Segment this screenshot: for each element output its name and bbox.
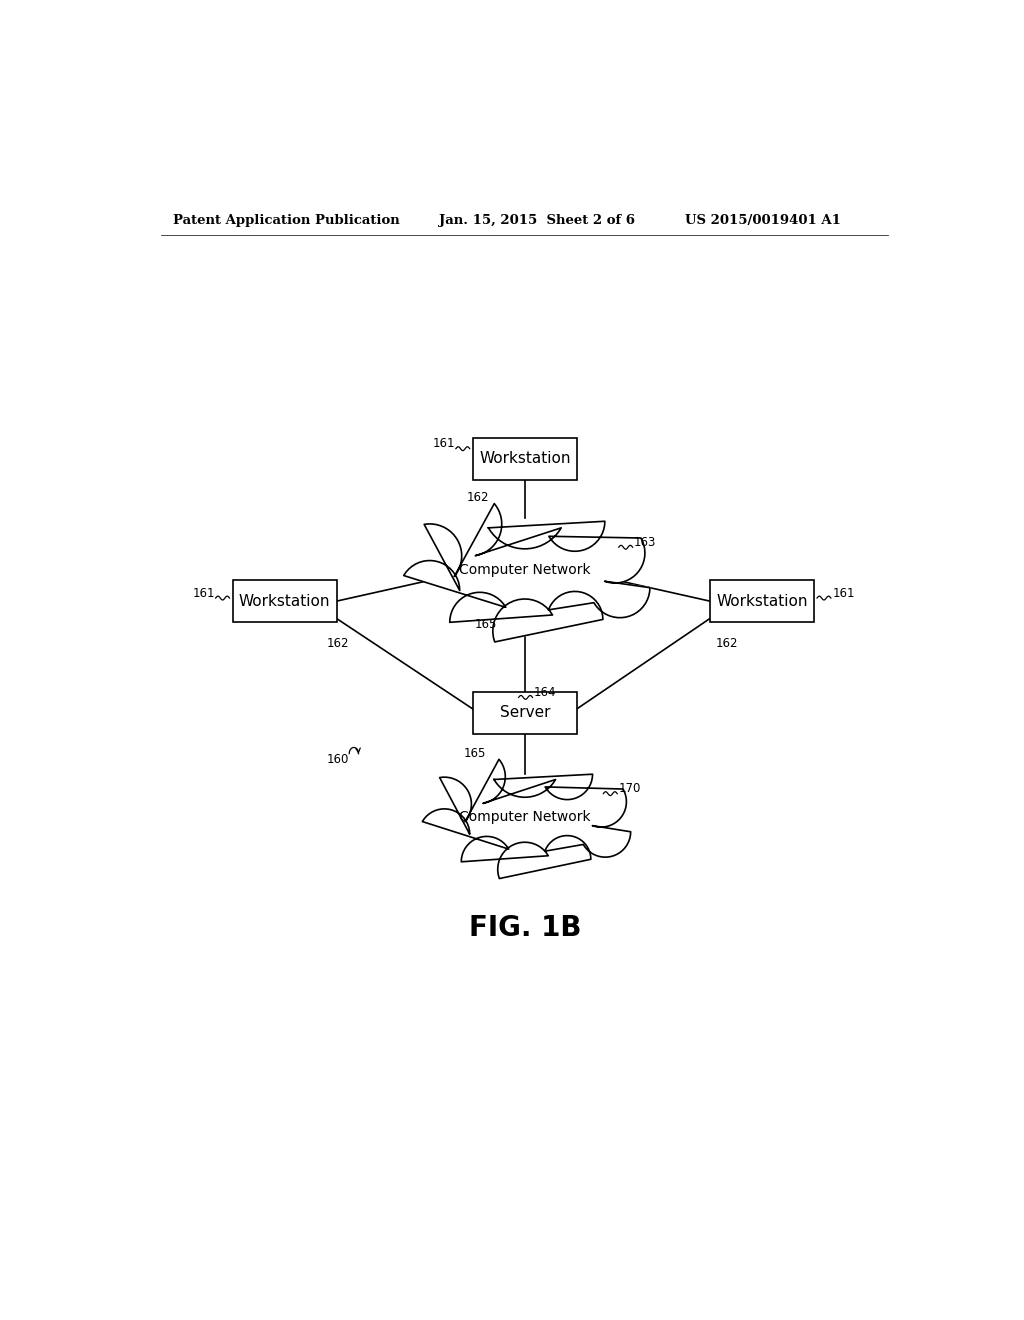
Bar: [710, 579, 814, 622]
Text: Workstation: Workstation: [479, 451, 570, 466]
Text: 161: 161: [833, 586, 855, 599]
Bar: [473, 437, 577, 480]
Text: 165: 165: [475, 618, 497, 631]
Text: Computer Network: Computer Network: [459, 809, 591, 824]
Text: Workstation: Workstation: [239, 594, 331, 609]
Text: 161: 161: [433, 437, 456, 450]
Bar: [473, 692, 577, 734]
Text: FIG. 1B: FIG. 1B: [469, 915, 581, 942]
Polygon shape: [422, 759, 631, 879]
Text: Patent Application Publication: Patent Application Publication: [173, 214, 399, 227]
Text: US 2015/0019401 A1: US 2015/0019401 A1: [685, 214, 841, 227]
Text: Jan. 15, 2015  Sheet 2 of 6: Jan. 15, 2015 Sheet 2 of 6: [438, 214, 635, 227]
Text: Workstation: Workstation: [716, 594, 808, 609]
Bar: [232, 579, 337, 622]
Text: Computer Network: Computer Network: [459, 564, 591, 577]
Polygon shape: [403, 503, 650, 642]
Text: 162: 162: [327, 638, 349, 651]
Text: 170: 170: [618, 783, 641, 795]
Text: 160: 160: [327, 752, 349, 766]
Text: 162: 162: [716, 638, 738, 651]
Text: 162: 162: [467, 491, 489, 504]
Text: 164: 164: [535, 686, 556, 698]
Text: 165: 165: [463, 747, 485, 760]
Text: 163: 163: [634, 536, 656, 549]
Text: Server: Server: [500, 705, 550, 721]
Text: 161: 161: [193, 586, 215, 599]
